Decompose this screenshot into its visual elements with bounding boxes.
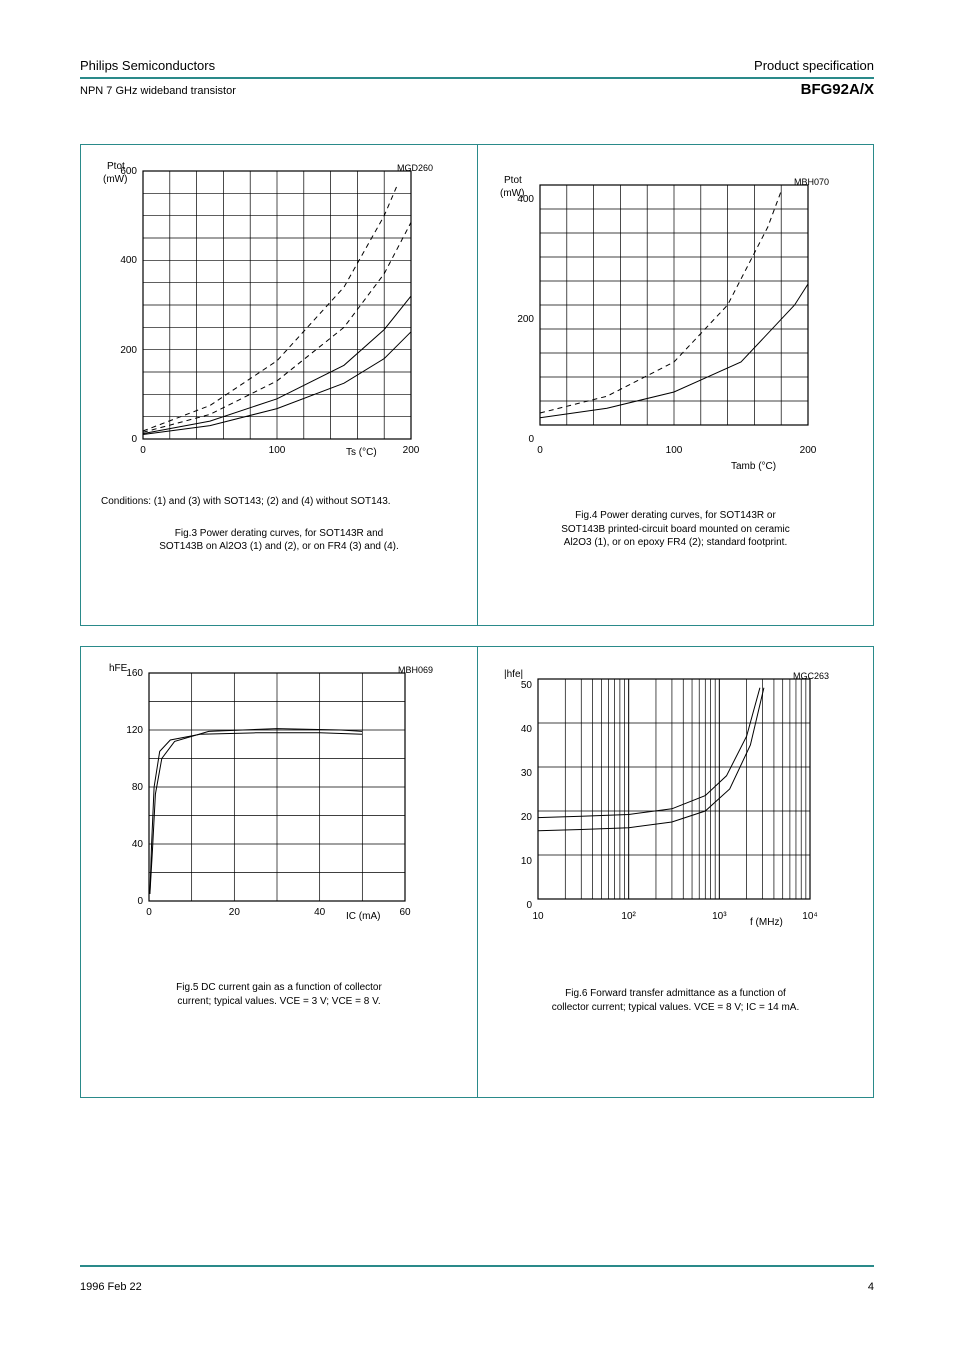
footer-rule: [80, 1265, 874, 1267]
fig4-panel: Ptot (mW) MBH070 Tamb (°C) 0200400010020…: [477, 145, 873, 625]
fig3-chart: Ptot (mW) MGD260 Ts (°C) 020040060001002…: [101, 169, 457, 439]
fig3-fignum: MGD260: [397, 163, 433, 173]
fig5-caption: Fig.5 DC current gain as a function of c…: [101, 981, 457, 1008]
hdr-product-desc: NPN 7 GHz wideband transistor: [80, 85, 236, 97]
fig6-ytitle: |hfe|: [504, 669, 523, 680]
fig6-chart: |hfe| MGC263 f (MHz) 010203040501010²10³…: [498, 677, 853, 927]
figure-grid: Ptot (mW) MGD260 Ts (°C) 020040060001002…: [80, 144, 874, 1098]
fig6-caption: Fig.6 Forward transfer admittance as a f…: [498, 987, 853, 1014]
fig6-fignum: MGC263: [793, 671, 829, 681]
hdr-rule: [80, 77, 874, 79]
fig4-ytitle: Ptot: [504, 175, 522, 186]
fig6-panel: |hfe| MGC263 f (MHz) 010203040501010²10³…: [477, 647, 873, 1097]
hdr-part-no: BFG92A/X: [801, 81, 874, 98]
footer-date: 1996 Feb 22: [80, 1281, 142, 1293]
fig4-caption: Fig.4 Power derating curves, for SOT143R…: [498, 509, 853, 550]
fig5-chart: hFE MBH069 IC (mA) 040801201600204060: [101, 671, 457, 921]
fig4-fignum: MBH070: [794, 177, 829, 187]
hdr-doctype: Product specification: [754, 58, 874, 73]
fig4-chart: Ptot (mW) MBH070 Tamb (°C) 0200400010020…: [498, 183, 853, 453]
fig5-xtitle: IC (mA): [346, 911, 380, 922]
fig5-panel: hFE MBH069 IC (mA) 040801201600204060 Fi…: [81, 647, 477, 1097]
fig6-xtitle: f (MHz): [750, 917, 783, 928]
fig3-caption: Conditions: (1) and (3) with SOT143; (2)…: [101, 495, 457, 554]
fig3-panel: Ptot (mW) MGD260 Ts (°C) 020040060001002…: [81, 145, 477, 625]
fig5-fignum: MBH069: [398, 665, 433, 675]
fig4-xtitle: Tamb (°C): [731, 461, 776, 472]
fig3-xtitle: Ts (°C): [346, 447, 377, 458]
hdr-company: Philips Semiconductors: [80, 58, 215, 73]
footer-page: 4: [868, 1281, 874, 1293]
